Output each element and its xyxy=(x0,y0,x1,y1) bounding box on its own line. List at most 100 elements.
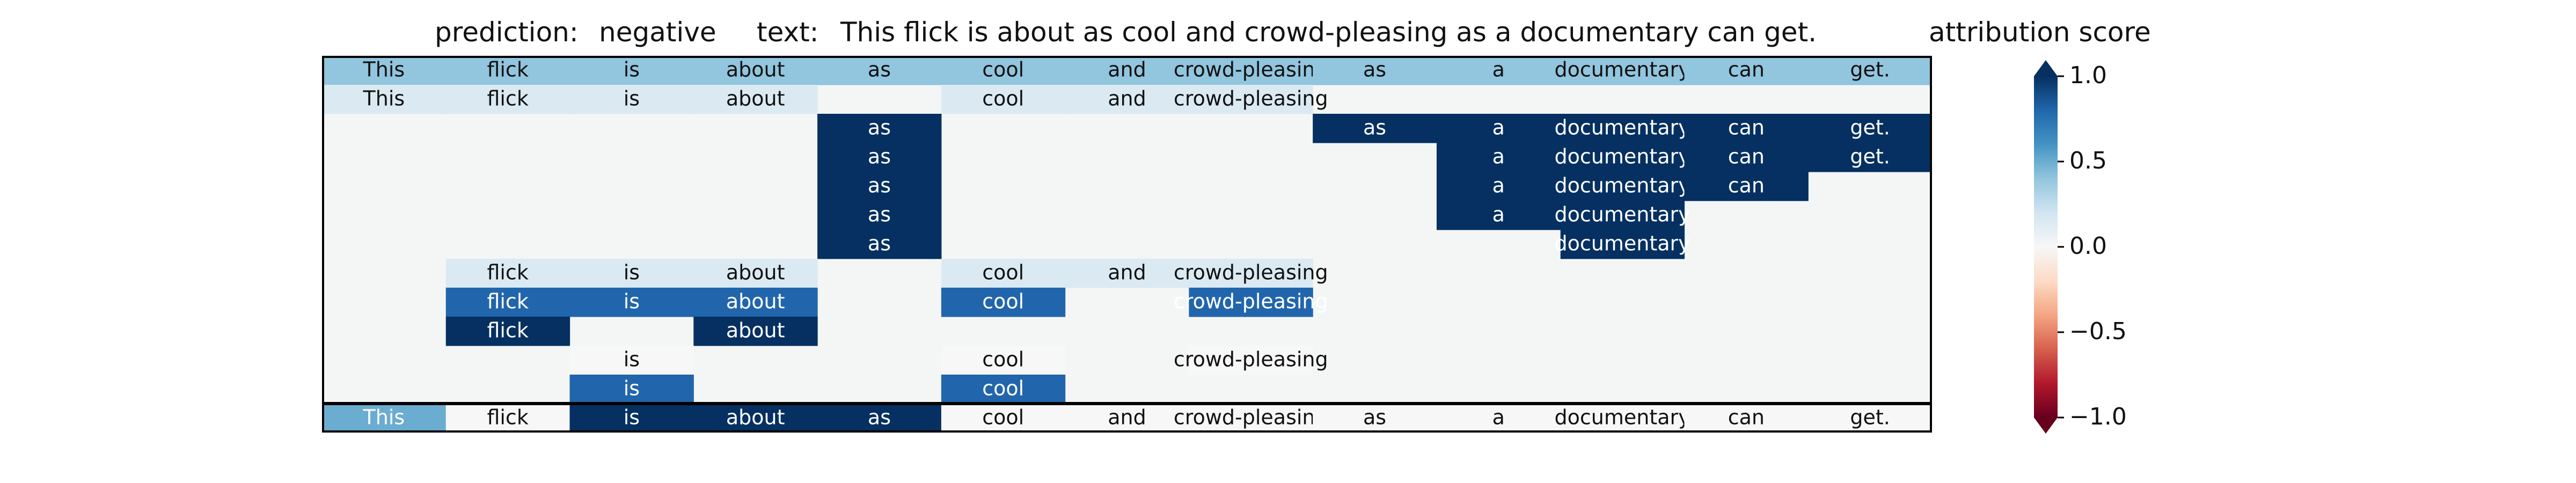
attribution-heatmap: This flick is about as cool and crowd-pleasing a… xyxy=(322,56,1932,433)
token-label: cool xyxy=(982,58,1024,82)
heatmap-cell xyxy=(569,288,694,317)
token-label: documentary xyxy=(1555,174,1690,197)
token-label: crowd-pleasing xyxy=(1174,58,1328,82)
token-label: can xyxy=(1728,145,1765,169)
token-label: This xyxy=(363,87,405,111)
heatmap-cell xyxy=(445,259,570,288)
heatmap-cell xyxy=(1436,201,1561,230)
token-label: can xyxy=(1728,116,1765,140)
heatmap-cell xyxy=(1560,143,1685,172)
heatmap-cell xyxy=(1560,404,1685,433)
heatmap-cell xyxy=(1313,114,1437,143)
heatmap-cell xyxy=(817,230,942,259)
heatmap-cell xyxy=(1808,114,1932,143)
token-label: as xyxy=(868,406,891,429)
token-label: documentary xyxy=(1555,116,1690,140)
token-label: This xyxy=(363,58,405,82)
token-label: crowd-pleasing xyxy=(1174,290,1328,313)
token-label: can xyxy=(1728,174,1765,197)
token-label: about xyxy=(726,58,785,82)
text-label: text: xyxy=(757,17,819,48)
token-label: crowd-pleasing xyxy=(1174,261,1328,284)
heatmap-cell xyxy=(445,288,570,317)
heatmap-cell xyxy=(693,259,818,288)
colorbar: 1.0 0.5 0.0 −0.5 −1.0 xyxy=(2034,60,2127,434)
token-label: as xyxy=(1363,116,1386,140)
colorbar-tick-label: 1.0 xyxy=(2069,62,2107,89)
heatmap-cell xyxy=(1189,404,1313,433)
heatmap-cell xyxy=(445,85,570,114)
colorbar-title: attribution score xyxy=(1929,17,2151,48)
token-label: as xyxy=(1363,58,1386,82)
heatmap-cell xyxy=(569,346,694,375)
token-label: cool xyxy=(982,290,1024,313)
heatmap-cell xyxy=(941,85,1066,114)
heatmap-cell xyxy=(1436,172,1561,201)
heatmap-cell xyxy=(941,259,1066,288)
token-label: get. xyxy=(1850,145,1890,169)
token-label: as xyxy=(1363,406,1386,429)
token-label: flick xyxy=(487,290,528,313)
token-label: is xyxy=(624,87,640,111)
token-label: a xyxy=(1492,203,1505,226)
colorbar-gradient xyxy=(2034,76,2058,418)
heatmap-cell xyxy=(1189,288,1313,317)
heatmap-cell xyxy=(1436,114,1561,143)
heatmap-cell xyxy=(1436,56,1561,85)
heatmap-cell xyxy=(941,404,1066,433)
token-label: documentary xyxy=(1555,58,1690,82)
token-label: about xyxy=(726,87,785,111)
token-label: This xyxy=(363,406,405,429)
heatmap-cell xyxy=(569,375,694,404)
heatmap-cell xyxy=(817,143,942,172)
token-label: cool xyxy=(982,406,1024,429)
token-label: cool xyxy=(982,377,1024,400)
token-label: documentary xyxy=(1555,406,1690,429)
heatmap-cell xyxy=(693,56,818,85)
token-label: is xyxy=(624,58,640,82)
heatmap-cell xyxy=(1808,404,1932,433)
heatmap-cell xyxy=(1065,259,1189,288)
heatmap-cell xyxy=(445,317,570,346)
heatmap-cell xyxy=(569,85,694,114)
heatmap-cell xyxy=(322,404,447,433)
heatmap-cell xyxy=(817,172,942,201)
colorbar-tick-label: 0.0 xyxy=(2069,232,2107,260)
token-label: and xyxy=(1108,261,1146,284)
heatmap-cell xyxy=(693,404,818,433)
token-label: as xyxy=(868,203,891,226)
token-label: a xyxy=(1492,116,1505,140)
token-label: flick xyxy=(487,87,528,111)
heatmap-cell xyxy=(1436,404,1561,433)
heatmap-cell xyxy=(1065,404,1189,433)
heatmap-cell xyxy=(817,114,942,143)
token-label: a xyxy=(1492,145,1505,169)
heatmap-cell xyxy=(817,404,942,433)
heatmap-cell xyxy=(1313,404,1437,433)
token-label: as xyxy=(868,116,891,140)
heatmap-cell xyxy=(693,85,818,114)
heatmap-cell xyxy=(1808,143,1932,172)
colorbar-tick-label: 0.5 xyxy=(2069,147,2107,174)
token-label: get. xyxy=(1850,116,1890,140)
heatmap-cell xyxy=(1684,114,1809,143)
heatmap-cell xyxy=(693,317,818,346)
colorbar-tick-label: −0.5 xyxy=(2069,318,2127,345)
heatmap-frame xyxy=(322,56,1932,433)
heatmap-cell xyxy=(1684,404,1809,433)
heatmap-cell xyxy=(941,375,1066,404)
input-text: This flick is about as cool and crowd-pl… xyxy=(840,17,1817,48)
heatmap-cell xyxy=(1560,201,1685,230)
token-label: get. xyxy=(1850,58,1890,82)
heatmap-cell xyxy=(693,288,818,317)
token-label: about xyxy=(726,290,785,313)
token-label: as xyxy=(868,174,891,197)
heatmap-cell xyxy=(322,56,447,85)
heatmap-cell xyxy=(941,346,1066,375)
token-label: documentary xyxy=(1555,203,1690,226)
token-label: about xyxy=(726,406,785,429)
colorbar-tick-label: −1.0 xyxy=(2069,403,2127,430)
token-label: flick xyxy=(487,58,528,82)
heatmap-cell xyxy=(1560,172,1685,201)
token-label: is xyxy=(624,261,640,284)
